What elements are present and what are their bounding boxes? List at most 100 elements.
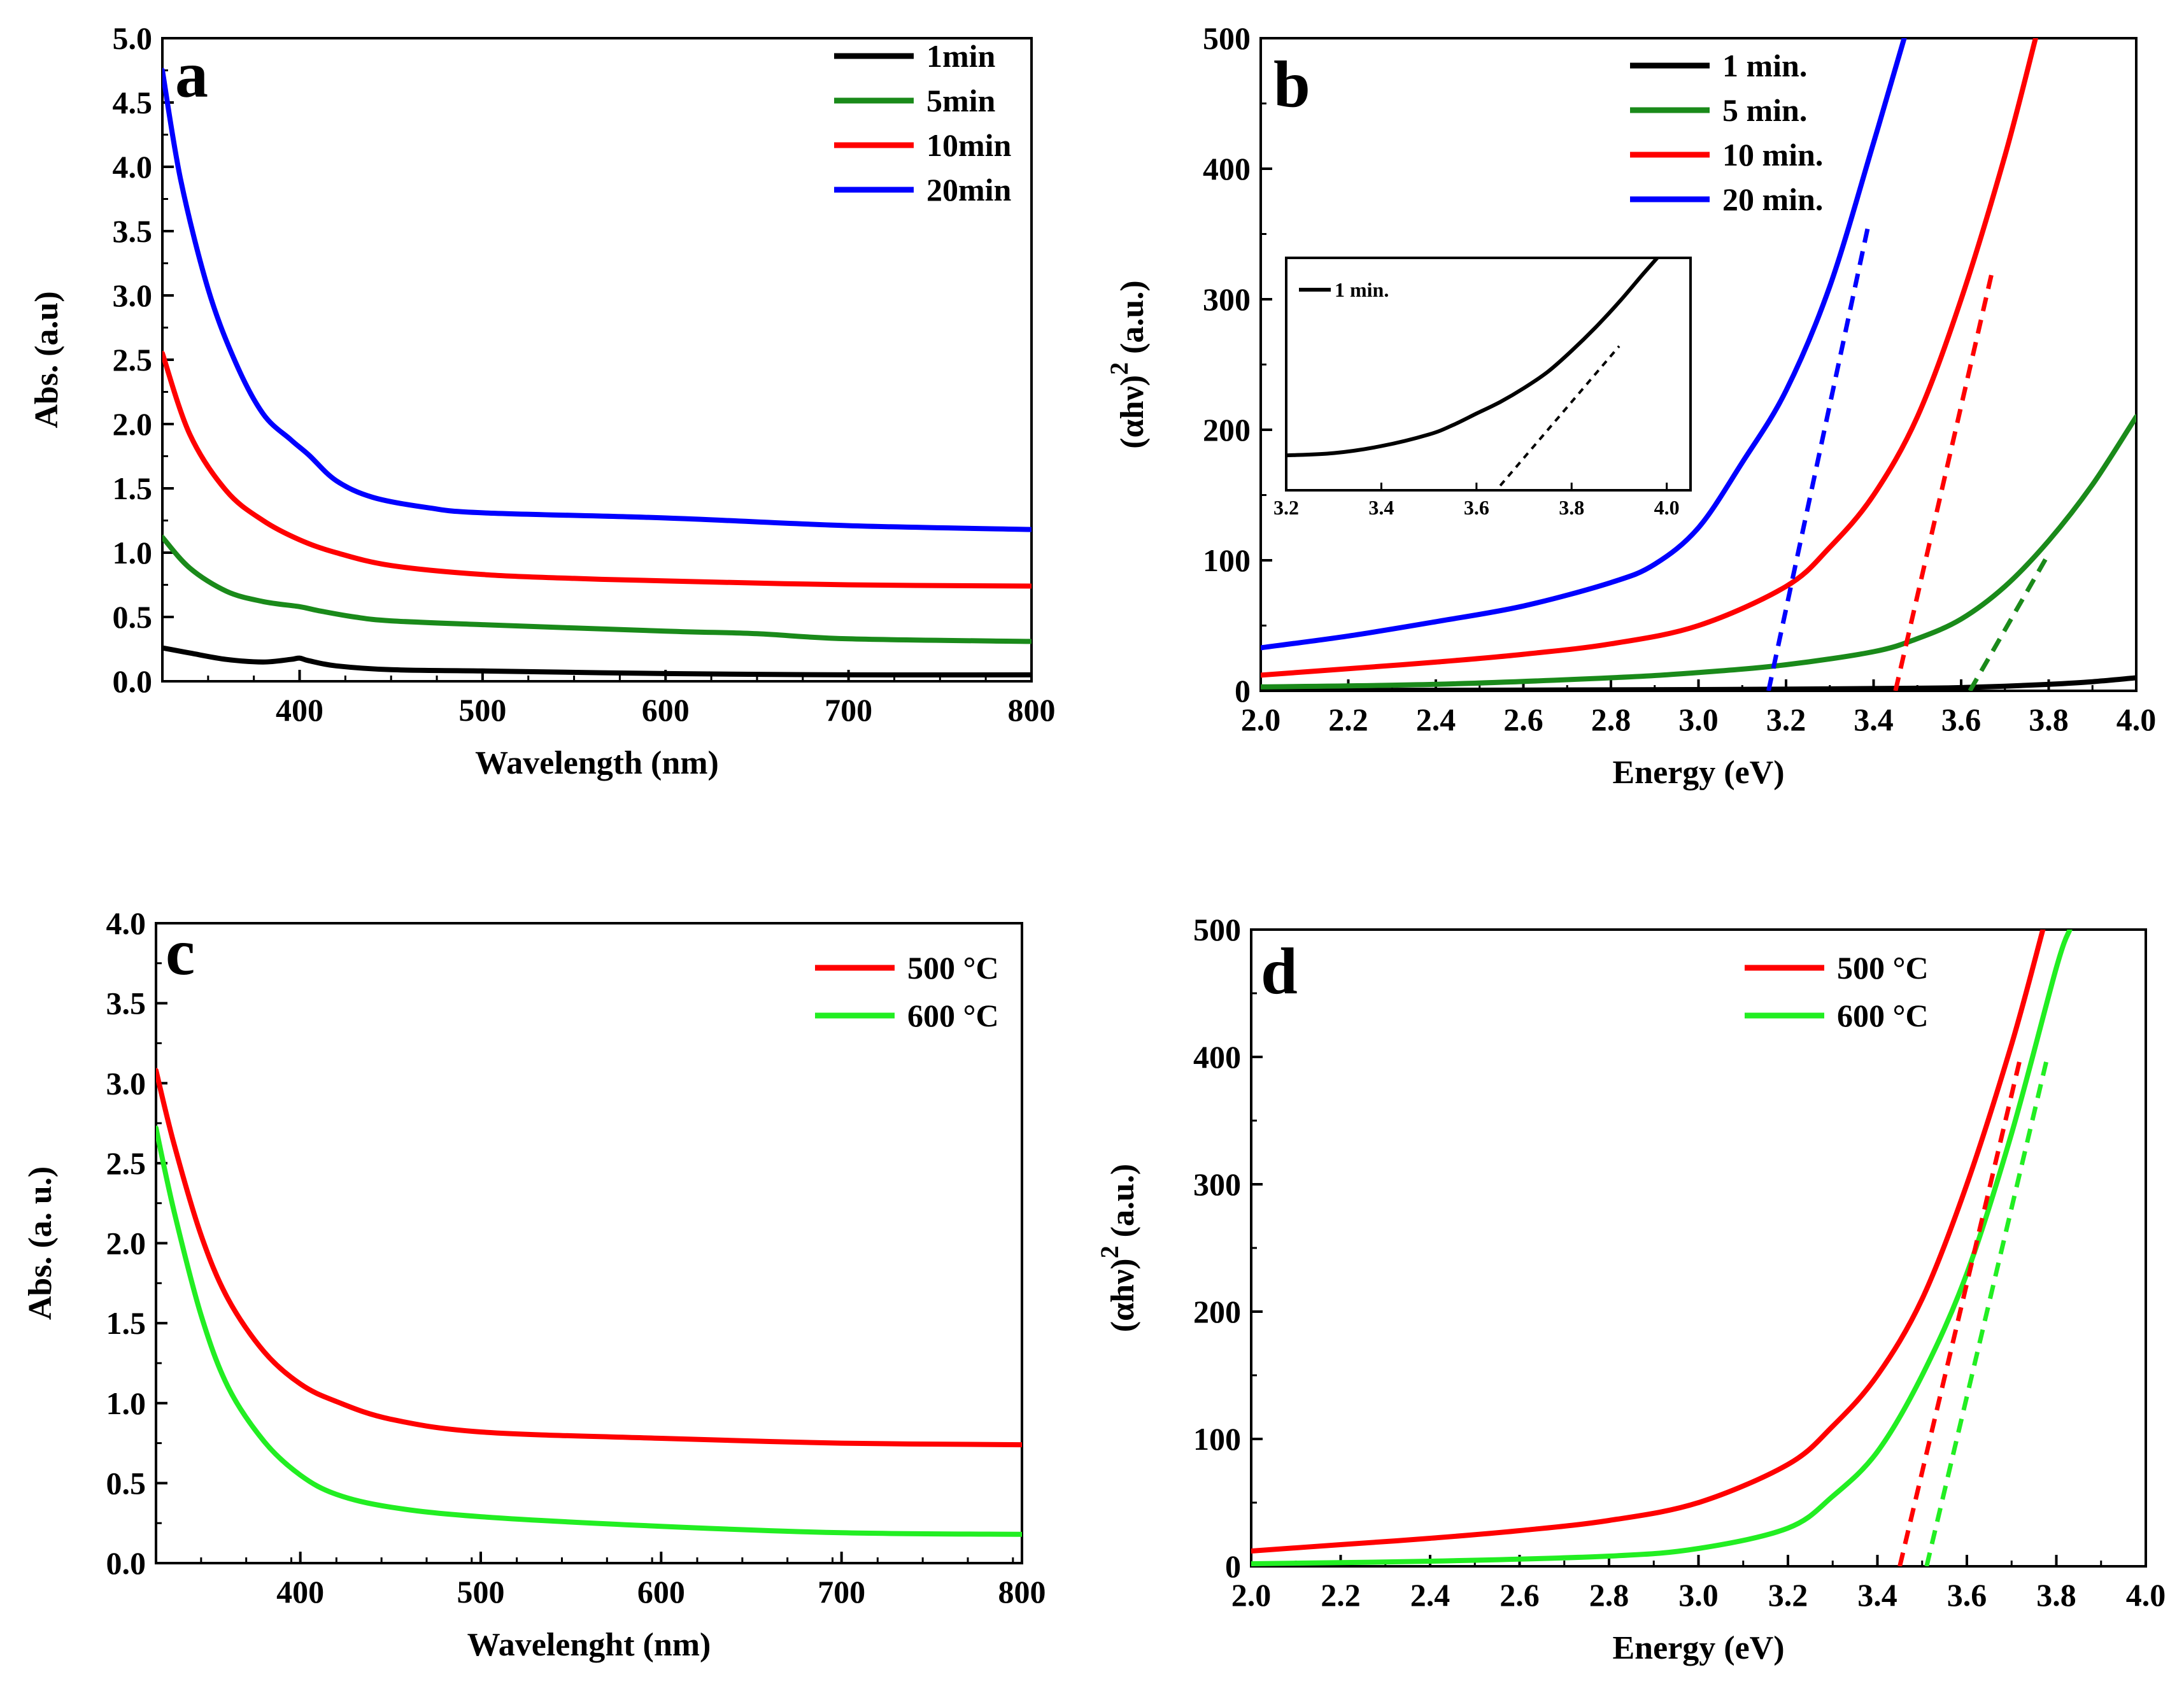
x-axis-label: Energy (eV) (1612, 754, 1784, 791)
fit-line-0 (1897, 1056, 2023, 1566)
y-tick-label: 3.0 (106, 1065, 146, 1101)
y-axis-label-tail: (a.u.) (1105, 1164, 1141, 1246)
fit-line-1 (1893, 273, 1994, 691)
y-tick-label: 3.0 (113, 278, 153, 313)
fit-line-2 (1968, 553, 2051, 691)
y-tick-label: 1.5 (113, 471, 153, 506)
panel-c: 400 500 600 700 800 0.0 0.5 1.0 1.5 2.0 2.5 3.0 3.5 4… (22, 905, 1046, 1663)
y-tick-label: 0.0 (113, 663, 153, 699)
series-line-2 (1261, 38, 2038, 678)
x-tick-label: 400 (276, 1574, 324, 1610)
x-axis-label: Energy (eV) (1612, 1630, 1784, 1666)
legend-label: 5min (926, 83, 996, 118)
x-axis-label: Wavelength (nm) (475, 745, 719, 781)
y-axis-label-main: (αhν) (1114, 375, 1151, 449)
legend-label: 600 °C (907, 998, 999, 1033)
inset-legend-label: 1 min. (1335, 278, 1389, 301)
y-tick-label: 3.5 (106, 986, 146, 1021)
y-axis-label-sup: 2 (1095, 1245, 1124, 1258)
panel-b: 2.0 2.2 2.4 2.6 2.8 3.0 3.2 3.4 3.6 3.8 4.0 0 100 200… (1105, 20, 2156, 791)
inset-x-tick-label: 3.6 (1464, 496, 1489, 519)
legend-label: 5 min. (1722, 92, 1807, 128)
y-tick-label: 1.0 (113, 535, 153, 570)
legend-label: 10min (926, 127, 1012, 163)
inset-x-tick-label: 3.8 (1559, 496, 1584, 519)
x-tick-label: 800 (1008, 692, 1056, 728)
inset-fit-line (1499, 345, 1620, 486)
y-axis-label-main: (αhν) (1105, 1258, 1141, 1332)
y-tick-label: 500 (1193, 912, 1241, 947)
x-tick-label: 3.0 (1678, 702, 1719, 737)
series-line-1 (1251, 930, 2073, 1566)
inset-area (1286, 258, 1659, 486)
x-tick-label: 600 (642, 692, 690, 728)
y-tick-label: 4.0 (106, 905, 146, 941)
y-tick-label: 0.5 (106, 1465, 146, 1501)
inset-plot: 3.2 3.4 3.6 3.8 4.0 1 min. (1273, 257, 1692, 519)
y-tick-label: 2.5 (106, 1145, 146, 1181)
x-tick-label: 700 (818, 1574, 865, 1610)
x-axis-label: Wavelenght (nm) (467, 1627, 711, 1663)
x-tick-label: 3.2 (1766, 702, 1806, 737)
y-tick-label: 0.5 (113, 599, 153, 635)
legend-label: 1 min. (1722, 48, 1807, 83)
inset-x-tick-label: 4.0 (1654, 496, 1680, 519)
legend-label: 600 °C (1837, 998, 1929, 1033)
y-tick-label: 2.0 (113, 406, 153, 442)
y-tick-label: 1.0 (106, 1385, 146, 1421)
y-axis-label: (αhν)2 (a.u.) (1105, 280, 1151, 448)
y-tick-label: 2.5 (113, 342, 153, 378)
legend-label: 20 min. (1722, 181, 1823, 217)
x-tick-label: 2.8 (1591, 702, 1631, 737)
x-tick-label: 800 (998, 1574, 1046, 1610)
plot-frame (155, 922, 1023, 1564)
x-tick-label: 2.4 (1410, 1577, 1450, 1613)
y-tick-label: 0.0 (106, 1545, 146, 1581)
y-tick-label: 0 (1235, 673, 1251, 709)
fit-line-1 (1924, 1056, 2050, 1566)
series-line-0 (1261, 675, 2136, 691)
series-line-1 (162, 534, 1032, 644)
legend-label: 1min (926, 38, 996, 74)
y-tick-label: 300 (1193, 1166, 1241, 1202)
x-tick-label: 2.4 (1416, 702, 1456, 737)
plot-area (156, 1068, 1022, 1537)
panel-a: 400 500 600 700 800 0.0 0.5 1.0 1.5 2.0 2.5 3.0 3.5 4… (29, 20, 1056, 781)
x-tick-label: 500 (458, 692, 506, 728)
series-line-0 (1251, 930, 2046, 1554)
series-line-1 (156, 1125, 1022, 1537)
plot-area (162, 67, 1032, 678)
legend-label: 500 °C (1837, 950, 1929, 986)
y-axis-label: (αhν)2 (a.u.) (1095, 1164, 1141, 1332)
x-tick-label: 4.0 (2126, 1577, 2166, 1613)
y-tick-label: 400 (1193, 1039, 1241, 1075)
plot-area (1261, 38, 2136, 691)
x-tick-label: 3.6 (1941, 702, 1982, 737)
fit-line-0 (1766, 220, 1872, 691)
panel-letter: c (166, 916, 195, 989)
y-tick-label: 1.5 (106, 1305, 146, 1341)
x-tick-label: 2.0 (1231, 1577, 1272, 1613)
x-tick-label: 3.0 (1678, 1577, 1719, 1613)
y-axis-label: Abs. (a. u.) (22, 1166, 59, 1320)
x-tick-label: 2.2 (1321, 1577, 1361, 1613)
x-tick-label: 2.0 (1241, 702, 1281, 737)
x-tick-label: 2.8 (1589, 1577, 1629, 1613)
x-tick-label: 700 (825, 692, 872, 728)
plot-frame (1250, 928, 2147, 1568)
series-line-0 (156, 1068, 1022, 1448)
x-tick-label: 600 (637, 1574, 685, 1610)
series-line-1 (1261, 414, 2136, 690)
y-tick-label: 300 (1203, 281, 1251, 317)
y-tick-label: 200 (1193, 1294, 1241, 1329)
x-tick-label: 3.4 (1854, 702, 1894, 737)
plot-area (1251, 930, 2073, 1566)
x-tick-label: 3.4 (1857, 1577, 1897, 1613)
y-tick-label: 5.0 (113, 20, 153, 56)
x-tick-label: 2.2 (1328, 702, 1368, 737)
panel-letter: a (175, 38, 208, 111)
y-tick-label: 0 (1225, 1548, 1241, 1584)
y-tick-label: 3.5 (113, 213, 153, 249)
x-tick-label: 2.6 (1500, 1577, 1540, 1613)
